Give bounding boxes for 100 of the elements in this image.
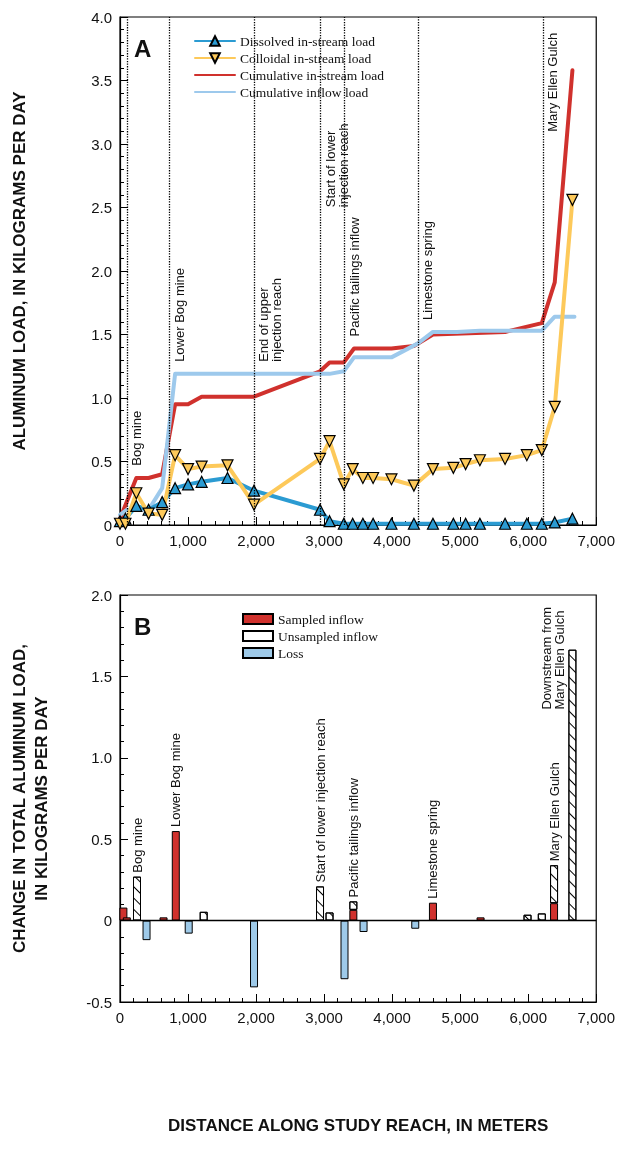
legend-label: Cumulative in-stream load — [240, 67, 385, 83]
point — [221, 471, 234, 485]
point — [142, 507, 155, 520]
annotation: Pacific tailings inflow — [345, 777, 361, 898]
x-tick-label: 4,000 — [373, 532, 411, 549]
point — [447, 517, 460, 530]
point — [130, 499, 143, 513]
point — [195, 460, 208, 473]
point — [356, 517, 369, 530]
y-tick-label: 3.5 — [91, 72, 112, 89]
point — [520, 517, 533, 530]
y-tick-label: 1.5 — [91, 326, 112, 343]
x-tick-label: 2,000 — [237, 532, 275, 549]
y-tick-label: 1.0 — [91, 389, 112, 407]
point — [181, 463, 195, 476]
point — [385, 517, 398, 530]
x-tick-label: 7,000 — [577, 1009, 616, 1026]
annotation: Bog mine — [129, 817, 145, 873]
point — [156, 508, 169, 521]
ref-line-label: Start of lower injection reach — [322, 123, 351, 208]
point — [548, 400, 561, 413]
legend-label: Loss — [278, 645, 304, 661]
x-tick-label: 2,000 — [237, 1009, 275, 1026]
point — [520, 449, 533, 462]
point — [366, 471, 380, 485]
legend-label: Cumulative inflow load — [240, 84, 369, 100]
point — [566, 512, 579, 525]
point — [323, 515, 336, 528]
point — [337, 478, 350, 491]
legend-label: Unsampled inflow — [278, 628, 379, 644]
y-tick-label: 3.0 — [91, 135, 112, 153]
point — [447, 461, 460, 474]
y-tick-label: 2.0 — [91, 586, 112, 604]
point — [426, 463, 440, 476]
text: B — [134, 612, 152, 640]
point — [356, 471, 369, 485]
point — [156, 496, 169, 509]
point — [407, 479, 420, 492]
y-axis-title: ALUMINUM LOAD, IN KILOGRAMS PER DAY — [9, 90, 29, 451]
point — [247, 498, 261, 511]
point — [473, 454, 486, 467]
point — [407, 517, 420, 530]
x-tick-label: 5,000 — [441, 532, 479, 549]
legend-label: Dissolved in-stream load — [240, 33, 376, 49]
y-tick-label: 0.5 — [91, 830, 112, 848]
point — [313, 452, 327, 466]
point — [548, 516, 561, 529]
x-tick-label: 1,000 — [169, 532, 207, 549]
point — [426, 517, 440, 530]
annotation: Downstream from Mary Ellen Gulch — [539, 607, 568, 710]
ref-line-label: Mary Ellen Gulch — [545, 32, 561, 132]
legend-label: Sampled inflow — [278, 611, 365, 627]
y-tick-label: 0.5 — [91, 453, 112, 470]
y-tick-label: 2.0 — [91, 262, 112, 280]
ref-line-label: Pacific tailings inflow — [346, 216, 362, 337]
ref-line-label: End of upper injection reach — [256, 278, 285, 362]
text: A — [134, 34, 152, 62]
point — [385, 473, 398, 486]
y-tick-label: 0 — [103, 516, 112, 534]
x-tick-label: 4,000 — [373, 1009, 411, 1026]
point — [498, 517, 512, 530]
legend-label: Colloidal in-stream load — [240, 50, 372, 66]
point — [169, 449, 182, 462]
point — [181, 478, 195, 491]
y-tick-label: 0 — [103, 912, 112, 930]
annotation: Mary Ellen Gulch — [546, 762, 562, 862]
point — [169, 482, 182, 495]
x-tick-label: 6,000 — [509, 532, 547, 549]
annotation: Limestone spring — [425, 799, 441, 899]
point — [313, 503, 327, 516]
y-tick-label: 2.5 — [91, 199, 112, 216]
point — [323, 435, 336, 448]
y-tick-label: 1.5 — [91, 667, 112, 685]
x-tick-label: 1,000 — [169, 1009, 207, 1026]
y-tick-label: -0.5 — [86, 993, 112, 1011]
x-tick-label: 0 — [115, 532, 125, 549]
ref-line-label: Limestone spring — [419, 220, 435, 320]
ref-line-label: Bog mine — [128, 410, 144, 466]
point — [566, 193, 579, 206]
y-tick-label: 1.0 — [91, 749, 112, 767]
point — [459, 517, 472, 530]
y-tick-label: 4.0 — [91, 8, 112, 26]
ref-line-label: Lower Bog mine — [171, 267, 187, 362]
point — [535, 517, 548, 530]
x-tick-label: 6,000 — [509, 1009, 547, 1026]
y-axis-title: CHANGE IN TOTAL ALUMINUM LOAD, IN KILOGRAMS PER DAY — [9, 643, 51, 954]
x-tick-label: 7,000 — [577, 532, 616, 549]
point — [346, 463, 359, 476]
x-axis-title: DISTANCE ALONG STUDY REACH, IN METERS — [167, 1115, 549, 1135]
point — [535, 443, 548, 457]
point — [221, 459, 234, 472]
point — [195, 475, 208, 488]
annotation: Start of lower injection reach — [312, 718, 328, 883]
x-tick-label: 0 — [115, 1009, 125, 1026]
point — [366, 517, 380, 530]
point — [498, 452, 512, 466]
point — [473, 517, 486, 530]
x-tick-label: 5,000 — [441, 1009, 479, 1026]
point — [119, 517, 132, 530]
point — [337, 517, 350, 530]
